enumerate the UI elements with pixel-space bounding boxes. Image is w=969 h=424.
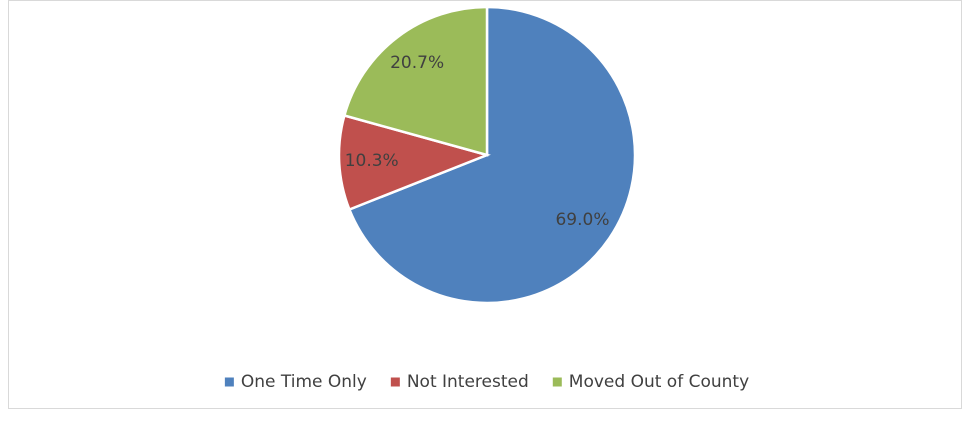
pie-slice [337,113,491,212]
legend-label: Not Interested [407,372,529,392]
data-label: 69.0% [555,210,609,230]
legend-swatch [390,377,400,387]
pie-slice [342,5,489,157]
legend-swatch [552,377,562,387]
legend-label: Moved Out of County [569,372,749,392]
data-label: 20.7% [390,53,444,73]
legend-label: One Time Only [241,372,367,392]
pie-slice [347,5,637,305]
legend-swatch [224,377,234,387]
data-label: 10.3% [345,151,399,171]
